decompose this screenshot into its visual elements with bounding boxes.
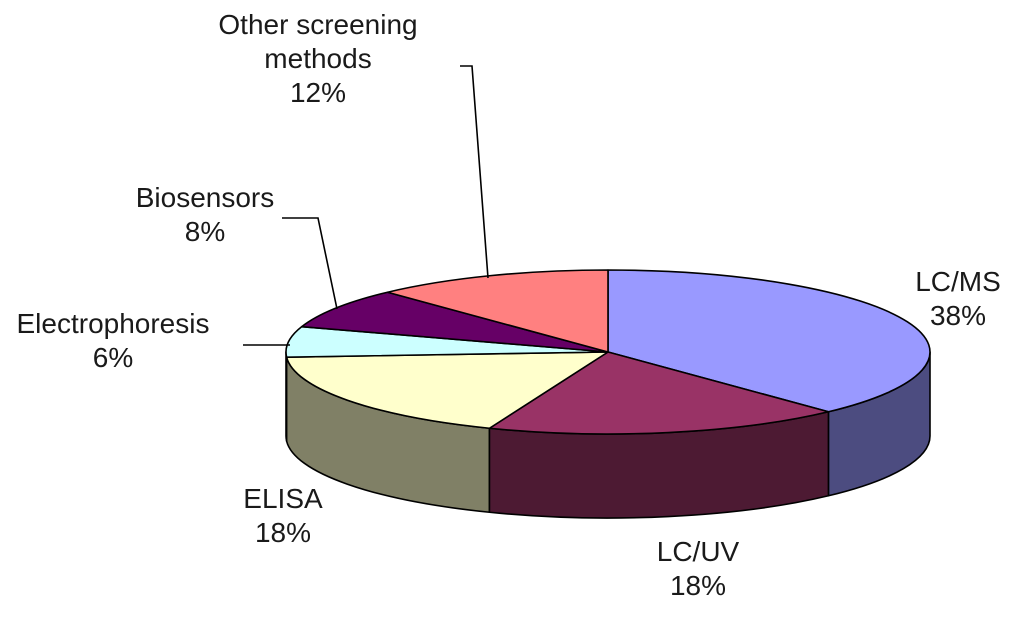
label-value-lc-ms: 38% <box>930 300 986 331</box>
leader-lines <box>243 65 489 346</box>
label-name-other-screening-methods: methods <box>264 43 371 74</box>
label-name-electrophoresis: Electrophoresis <box>17 308 210 339</box>
leader-other-screening-methods <box>460 65 489 279</box>
label-other-screening-methods: Other screening methods 12% <box>218 9 417 108</box>
slice-elisa <box>285 351 609 430</box>
label-value-other-screening-methods: 12% <box>290 77 346 108</box>
label-value-electrophoresis: 6% <box>93 342 133 373</box>
slice-electrophoresis <box>285 325 609 358</box>
label-lc-uv: LC/UV 18% <box>657 536 740 601</box>
label-biosensors: Biosensors 8% <box>136 182 275 247</box>
pie-tops <box>285 269 931 435</box>
label-lc-ms: LC/MS 38% <box>915 266 1001 331</box>
label-value-lc-uv: 18% <box>670 570 726 601</box>
label-name-lc-uv: LC/UV <box>657 536 740 567</box>
slice-lc-uv <box>488 351 830 435</box>
pie-sides <box>285 351 931 519</box>
label-name-elisa: ELISA <box>243 483 323 514</box>
slice-other-screening-methods <box>386 269 609 353</box>
leader-biosensors <box>282 217 338 310</box>
label-elisa: ELISA 18% <box>243 483 323 548</box>
label-value-elisa: 18% <box>255 517 311 548</box>
label-value-biosensors: 8% <box>185 216 225 247</box>
label-electrophoresis: Electrophoresis 6% <box>17 308 210 373</box>
label-name-other-screening-methods: Other screening <box>218 9 417 40</box>
slice-lc-ms <box>607 269 931 413</box>
label-name-lc-ms: LC/MS <box>915 266 1001 297</box>
slice-labels: LC/MS 38%LC/UV 18%ELISA 18%Electrophoresis 6… <box>17 9 1001 601</box>
label-name-biosensors: Biosensors <box>136 182 275 213</box>
